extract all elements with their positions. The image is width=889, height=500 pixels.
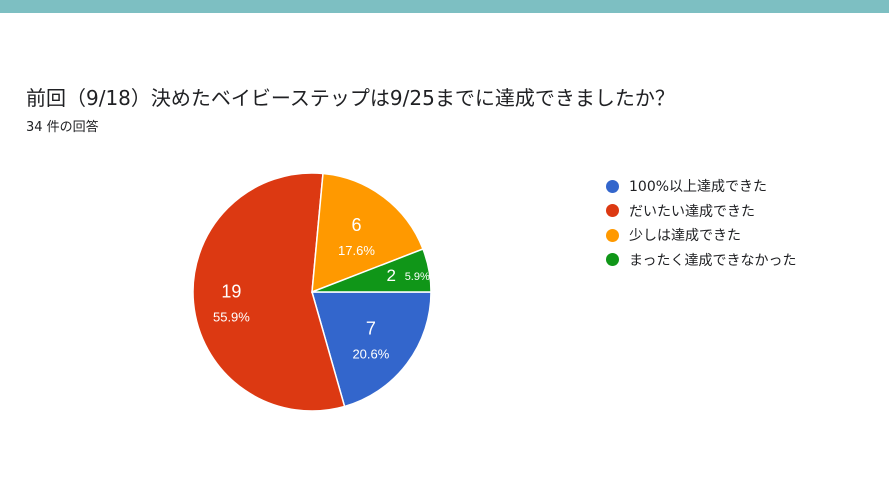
slice-value-label: 19 [221, 281, 241, 301]
slice-percent-label: 55.9% [213, 309, 250, 324]
legend-swatch [606, 253, 619, 267]
chart-legend: 100%以上達成できた だいたい達成できた 少しは達成できた まったく達成できな… [606, 174, 796, 272]
slice-percent-label: 20.6% [352, 346, 389, 361]
slice-percent-label: 17.6% [338, 243, 375, 258]
legend-label: まったく達成できなかった [629, 252, 797, 269]
pie-slice[interactable] [311, 172, 424, 294]
legend-swatch [606, 228, 619, 242]
slice-value-label: 7 [366, 318, 376, 338]
legend-item[interactable]: まったく達成できなかった [606, 248, 796, 273]
slice-value-label: 6 [351, 215, 361, 235]
legend-label: 100%以上達成できた [629, 179, 768, 196]
response-count: 34 件の回答 [26, 120, 99, 135]
legend-item[interactable]: 少しは達成できた [606, 223, 796, 248]
slice-value-label: 2 [387, 266, 396, 285]
legend-swatch [606, 204, 619, 218]
chart-title: 前回（9/18）決めたベイビーステップは9/25までに達成できましたか？ [26, 86, 675, 110]
legend-label: 少しは達成できた [629, 228, 741, 245]
pie-slice[interactable] [311, 248, 432, 293]
slice-percent-label: 5.9% [405, 271, 430, 283]
pie-slice[interactable] [311, 291, 432, 408]
legend-swatch [606, 179, 619, 193]
header-accent-bar [0, 0, 889, 13]
legend-item[interactable]: だいたい達成できた [606, 199, 796, 224]
pie-slice[interactable] [192, 172, 346, 412]
legend-label: だいたい達成できた [629, 203, 755, 220]
legend-item[interactable]: 100%以上達成できた [606, 174, 796, 199]
